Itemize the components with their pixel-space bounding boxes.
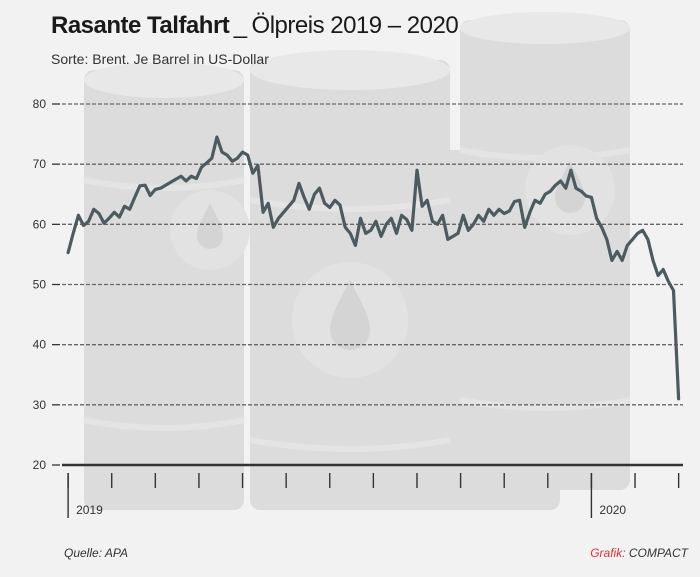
y-tick-label: 60 <box>33 217 47 231</box>
y-tick-label: 50 <box>33 278 47 292</box>
y-tick-label: 70 <box>33 157 47 171</box>
chart-title: Rasante Talfahrt _ Ölpreis 2019 – 2020 <box>51 12 459 40</box>
year-label: 2019 <box>76 503 103 517</box>
y-tick-label: 40 <box>33 338 47 352</box>
source-note: Quelle: APA <box>64 546 129 560</box>
title-topic: Ölpreis 2019 – 2020 <box>251 12 459 39</box>
credit-name: COMPACT <box>628 546 688 560</box>
title-main: Rasante Talfahrt <box>51 12 230 39</box>
y-tick-label: 20 <box>33 458 47 472</box>
y-tick-label: 30 <box>33 398 47 412</box>
brent-price-line <box>66 135 681 401</box>
credit-label: Grafik: <box>590 546 626 560</box>
y-tick-label: 80 <box>33 97 47 111</box>
graphic-credit: Grafik: COMPACT <box>590 546 688 560</box>
chart-subtitle: Sorte: Brent. Je Barrel in US-Dollar <box>51 51 269 67</box>
title-separator: _ <box>233 12 248 39</box>
year-label: 2020 <box>599 503 626 517</box>
